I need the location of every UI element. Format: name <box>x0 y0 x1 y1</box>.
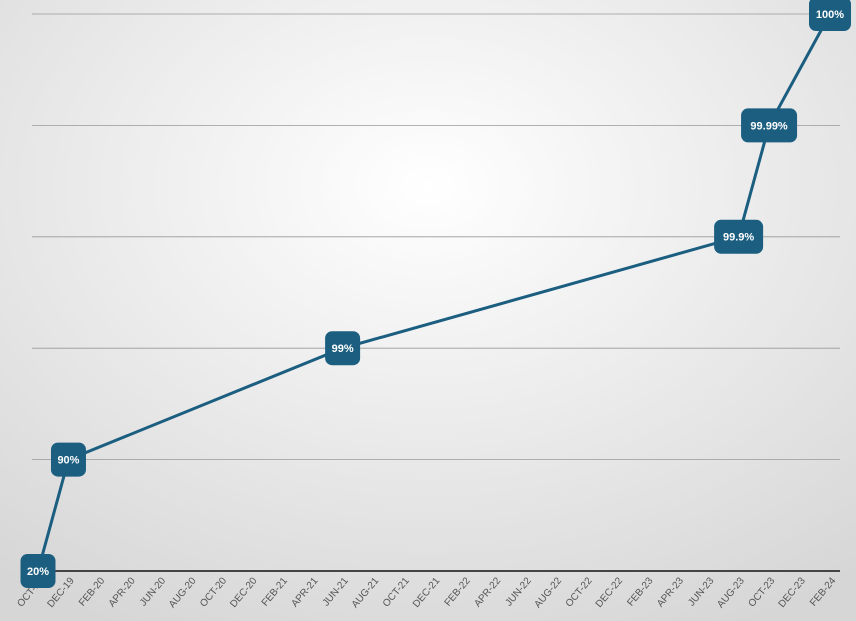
line <box>36 13 832 572</box>
point-label-box <box>325 331 361 366</box>
point-label-box <box>50 442 86 477</box>
value-label: 99.99% <box>750 120 788 132</box>
point-label-box <box>809 0 851 31</box>
point-label-box <box>741 108 798 143</box>
point-label-box <box>20 554 56 588</box>
point-label-box <box>714 219 764 254</box>
value-label: 20% <box>27 566 49 578</box>
value-label: 99% <box>332 343 354 355</box>
value-label: 90% <box>57 455 79 467</box>
value-label: 99.9% <box>723 232 754 244</box>
value-label: 100% <box>816 9 844 21</box>
